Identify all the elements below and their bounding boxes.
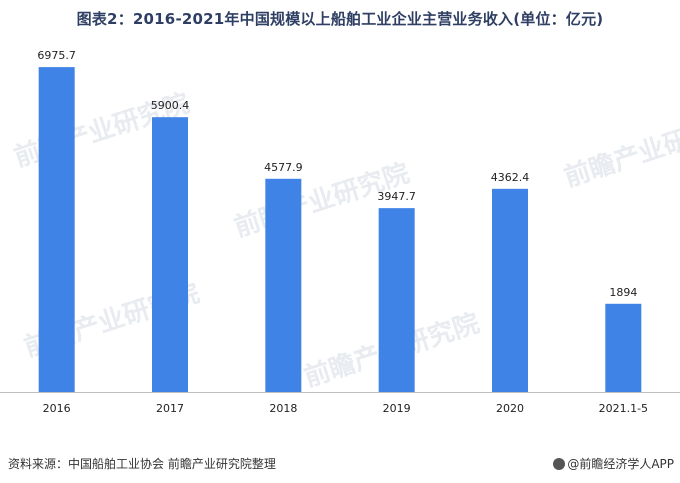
bar bbox=[152, 117, 188, 392]
source-note: 资料来源：中国船舶工业协会 前瞻产业研究院整理 bbox=[8, 457, 276, 471]
chart-title: 图表2：2016-2021年中国规模以上船舶工业企业主营业务收入(单位：亿元) bbox=[76, 10, 604, 28]
x-tick-label: 2016 bbox=[43, 402, 71, 415]
data-label: 3947.7 bbox=[377, 190, 416, 203]
data-label: 6975.7 bbox=[37, 49, 76, 62]
x-tick-label: 2019 bbox=[383, 402, 411, 415]
data-label: 1894 bbox=[609, 286, 637, 299]
x-tick-label: 2020 bbox=[496, 402, 524, 415]
bar bbox=[265, 178, 302, 392]
bar bbox=[378, 208, 415, 392]
data-label: 4577.9 bbox=[264, 161, 303, 174]
data-label: 5900.4 bbox=[151, 99, 190, 112]
bar bbox=[38, 67, 75, 393]
brand-text: @前瞻经济学人APP bbox=[567, 457, 674, 471]
bar bbox=[492, 188, 528, 392]
brand-icon bbox=[553, 458, 566, 470]
bar bbox=[605, 303, 642, 392]
data-label: 4362.4 bbox=[491, 171, 530, 184]
x-tick-label: 2021.1-5 bbox=[599, 402, 648, 415]
x-tick-label: 2018 bbox=[269, 402, 297, 415]
brand-label: @前瞻经济学人APP bbox=[553, 455, 674, 472]
x-tick-label: 2017 bbox=[156, 402, 184, 415]
